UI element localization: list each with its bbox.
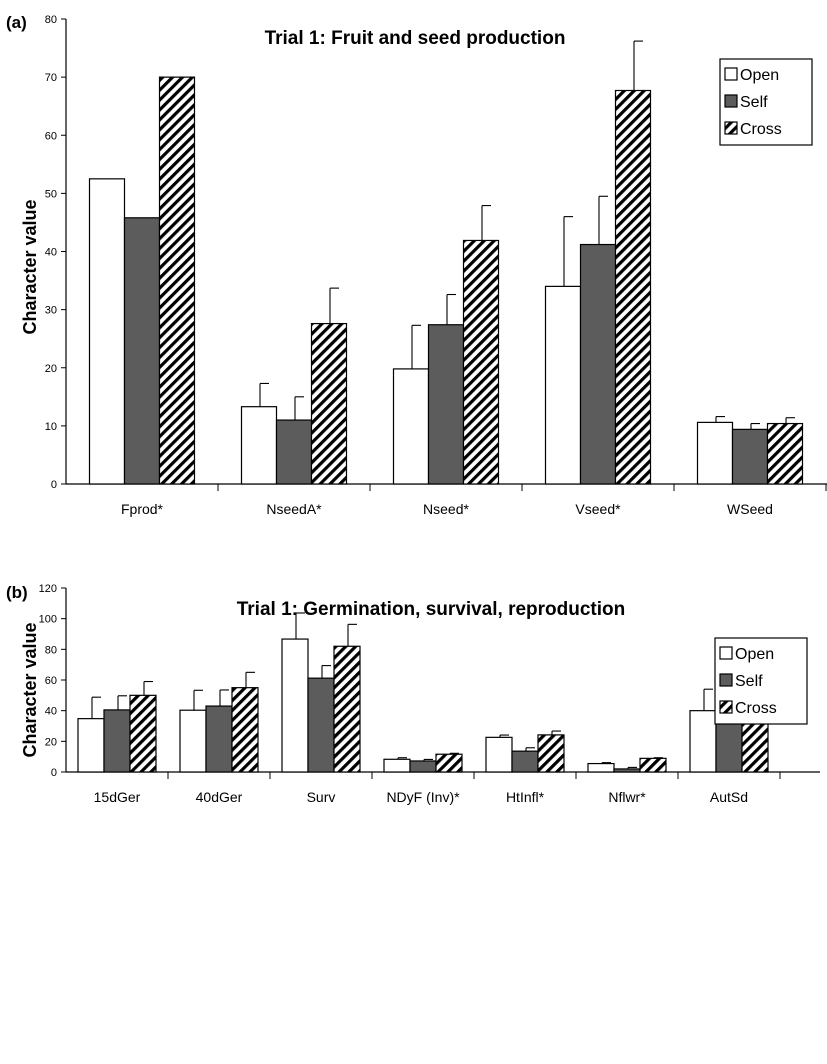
y-tick-label: 40 (45, 247, 57, 259)
y-tick-label: 50 (45, 188, 57, 200)
y-tick-label: 0 (51, 479, 57, 491)
bar-cross-2 (462, 239, 500, 485)
bar-self-1 (275, 419, 313, 485)
legend-label-open: Open (735, 646, 774, 663)
y-tick-label: 20 (45, 363, 57, 375)
y-tick-label: 80 (45, 644, 57, 656)
bar-cross-4 (766, 422, 804, 485)
bar-cross-0 (129, 694, 157, 773)
bar-cross-2 (333, 645, 361, 773)
legend-swatch-self (719, 673, 733, 687)
bar-cross-6 (741, 717, 769, 773)
y-tick-label: 70 (45, 72, 57, 84)
bar-self-4 (511, 750, 539, 773)
legend-label-self: Self (740, 94, 768, 111)
bar-cross-1 (310, 322, 348, 485)
legend-label-cross: Cross (735, 700, 777, 717)
y-tick-label: 40 (45, 706, 57, 718)
bar-open-0 (77, 718, 105, 773)
x-tick-label: NseedA* (266, 501, 322, 517)
chart-panel-b: (b) Trial 1: Germination, survival, repro… (6, 583, 820, 805)
bar-self-0 (123, 217, 161, 485)
y-tick-label: 20 (45, 736, 57, 748)
x-tick-label: HtInfl* (506, 789, 545, 805)
y-tick-label: 80 (45, 14, 57, 26)
legend-swatch-open (724, 67, 738, 81)
bar-self-2 (307, 677, 335, 773)
legend: Open Self Cross (714, 637, 808, 725)
bar-self-5 (613, 768, 641, 773)
legend-swatch-open (719, 646, 733, 660)
x-tick-label: AutSd (710, 789, 748, 805)
bar-open-4 (485, 736, 513, 773)
y-tick-label: 60 (45, 130, 57, 142)
bar-cross-0 (158, 76, 196, 485)
y-tick-label: 120 (39, 583, 57, 595)
bar-self-1 (205, 705, 233, 773)
y-tick-label: 0 (51, 767, 57, 779)
bar-open-3 (544, 285, 582, 485)
x-tick-label: 15dGer (94, 789, 141, 805)
bar-cross-3 (435, 753, 463, 773)
bar-self-4 (731, 428, 769, 485)
x-tick-label: WSeed (727, 501, 773, 517)
legend-swatch-self (724, 94, 738, 108)
panel-label: (b) (6, 583, 28, 602)
bar-open-6 (689, 710, 717, 773)
bar-cross-3 (614, 89, 652, 485)
bar-open-3 (383, 758, 411, 773)
bar-open-4 (696, 421, 734, 485)
chart-title: Trial 1: Germination, survival, reproduc… (237, 599, 626, 620)
bar-open-2 (392, 368, 430, 485)
bar-self-3 (579, 243, 617, 485)
x-tick-label: Surv (307, 789, 336, 805)
y-axis-label: Character value (20, 199, 40, 334)
bar-cross-4 (537, 734, 565, 773)
bar-open-1 (179, 709, 207, 773)
bar-open-0 (88, 178, 126, 485)
legend: Open Self Cross (719, 58, 813, 146)
bar-self-3 (409, 760, 437, 773)
x-tick-label: NDyF (Inv)* (386, 789, 460, 805)
x-tick-label: 40dGer (196, 789, 243, 805)
x-tick-label: Nseed* (423, 501, 469, 517)
x-tick-label: Vseed* (575, 501, 621, 517)
y-tick-label: 30 (45, 305, 57, 317)
legend-swatch-cross (719, 700, 733, 714)
panel-label: (a) (6, 13, 27, 32)
chart-title: Trial 1: Fruit and seed production (265, 28, 566, 49)
bar-open-1 (240, 406, 278, 485)
bar-open-5 (587, 762, 615, 773)
chart-panel-a: (a) Trial 1: Fruit and seed production Cha… (6, 13, 827, 517)
y-tick-label: 100 (39, 614, 57, 626)
legend-swatch-cross (724, 121, 738, 135)
bar-self-2 (427, 324, 465, 485)
y-tick-label: 10 (45, 421, 57, 433)
legend-label-cross: Cross (740, 121, 782, 138)
legend-label-self: Self (735, 673, 763, 690)
x-tick-label: Fprod* (121, 501, 164, 517)
bar-self-0 (103, 709, 131, 773)
y-axis-label: Character value (20, 622, 40, 757)
legend-label-open: Open (740, 67, 779, 84)
bar-open-2 (281, 638, 309, 773)
y-tick-label: 60 (45, 675, 57, 687)
bar-cross-1 (231, 687, 259, 773)
x-tick-label: Nflwr* (608, 789, 646, 805)
bar-cross-5 (639, 757, 667, 773)
